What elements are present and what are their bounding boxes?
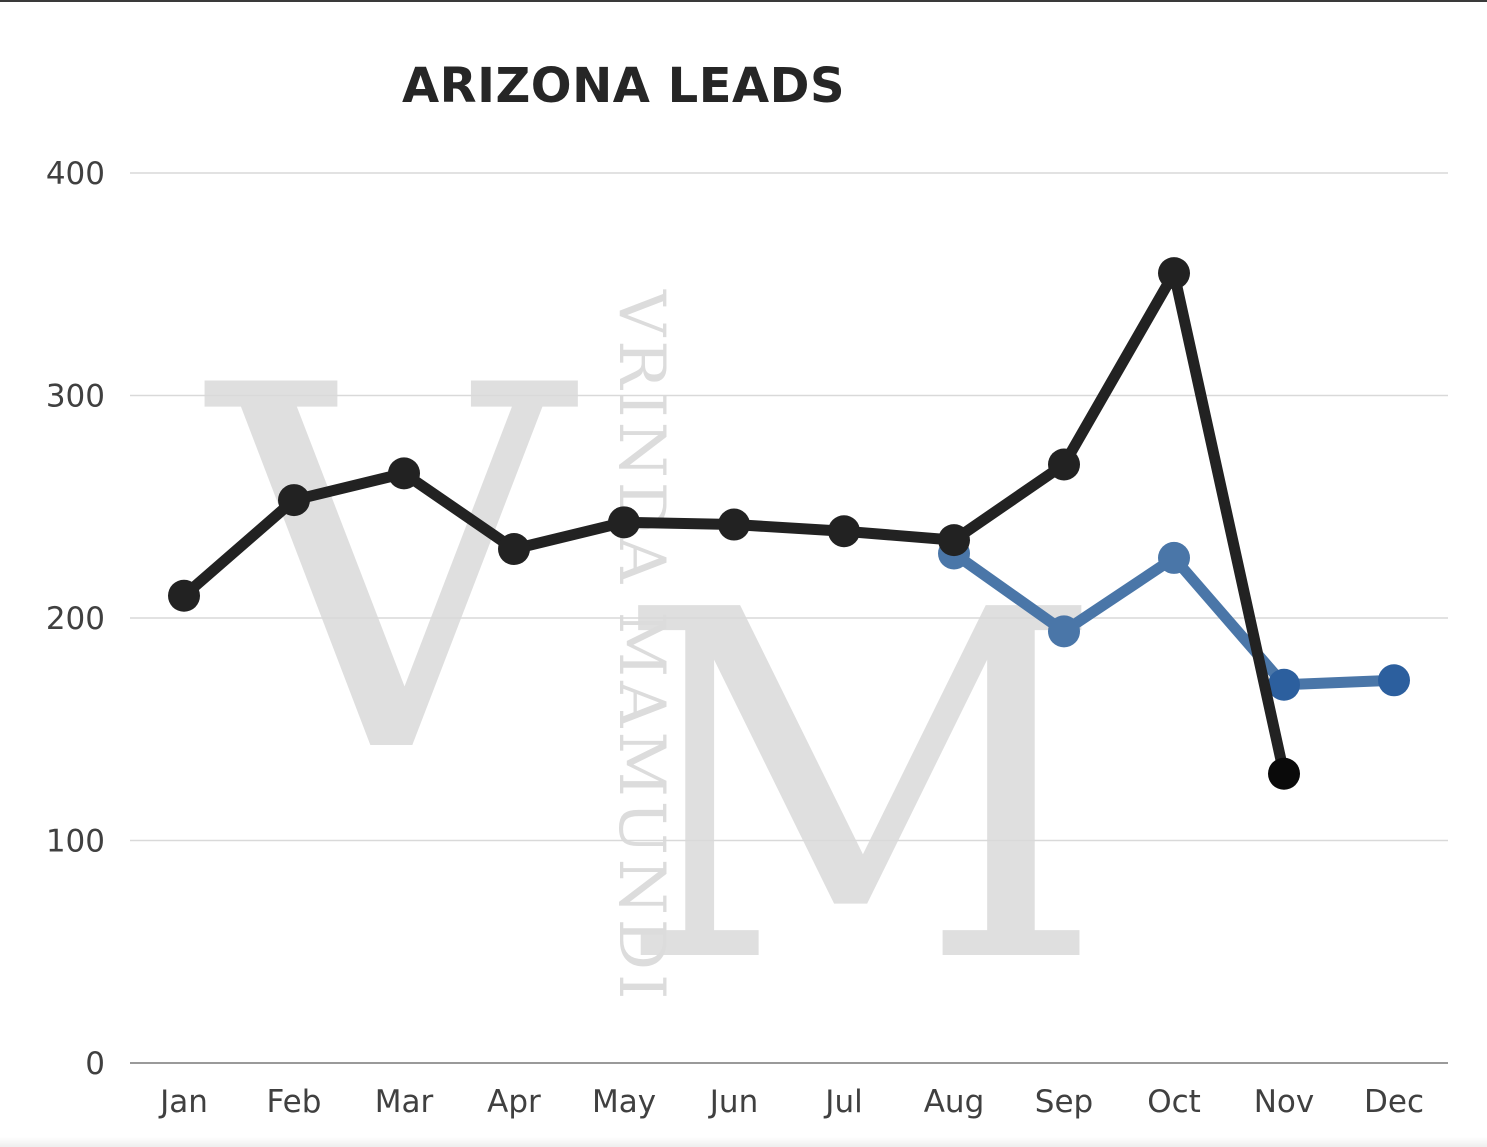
data-point — [1158, 541, 1190, 574]
data-point — [1158, 257, 1190, 290]
x-tick-label: Sep — [1035, 1084, 1093, 1120]
bottom-shade — [0, 1137, 1487, 1147]
y-axis-ticks: 0 100 200 300 400 — [46, 156, 105, 1082]
x-tick-label: Feb — [267, 1084, 322, 1120]
x-tick-label: Nov — [1254, 1084, 1315, 1120]
data-point — [938, 524, 970, 557]
series-layer — [168, 257, 1410, 790]
data-point — [1268, 757, 1300, 790]
y-tick-label: 400 — [46, 156, 105, 192]
y-tick-label: 300 — [46, 379, 105, 415]
y-tick-label: 0 — [85, 1046, 105, 1082]
x-tick-label: Jan — [158, 1084, 208, 1120]
x-axis-ticks: Jan Feb Mar Apr May Jun Jul Aug Sep Oct Nov Dec — [158, 1084, 1424, 1120]
x-tick-label: Oct — [1147, 1084, 1201, 1120]
x-tick-label: Dec — [1364, 1084, 1424, 1120]
x-tick-label: Jun — [708, 1084, 758, 1120]
data-point — [498, 533, 530, 566]
watermark-logo: V M VRINDA MAMUNDI — [202, 281, 1106, 1069]
data-point — [718, 508, 750, 541]
x-tick-label: Aug — [924, 1084, 985, 1120]
data-point — [1378, 664, 1410, 697]
data-point — [168, 579, 200, 612]
x-tick-label: Apr — [487, 1084, 541, 1120]
top-border — [0, 0, 1487, 2]
data-point — [1048, 615, 1080, 648]
x-tick-label: Mar — [375, 1084, 434, 1120]
data-point — [1268, 668, 1300, 701]
x-tick-label: Jul — [823, 1084, 862, 1120]
x-tick-label: May — [592, 1084, 656, 1120]
data-point — [608, 506, 640, 539]
y-tick-label: 200 — [46, 601, 105, 637]
data-point — [388, 457, 420, 490]
watermark-monogram-v: V — [202, 281, 585, 863]
watermark-monogram-m: M — [614, 510, 1105, 1069]
data-point — [278, 484, 310, 517]
watermark-name: VRINDA MAMUNDI — [604, 289, 678, 1003]
data-point — [1048, 448, 1080, 481]
chart-title: ARIZONA LEADS — [402, 58, 846, 114]
y-tick-label: 100 — [46, 824, 105, 860]
data-point — [828, 515, 860, 548]
series-1 — [168, 257, 1300, 790]
